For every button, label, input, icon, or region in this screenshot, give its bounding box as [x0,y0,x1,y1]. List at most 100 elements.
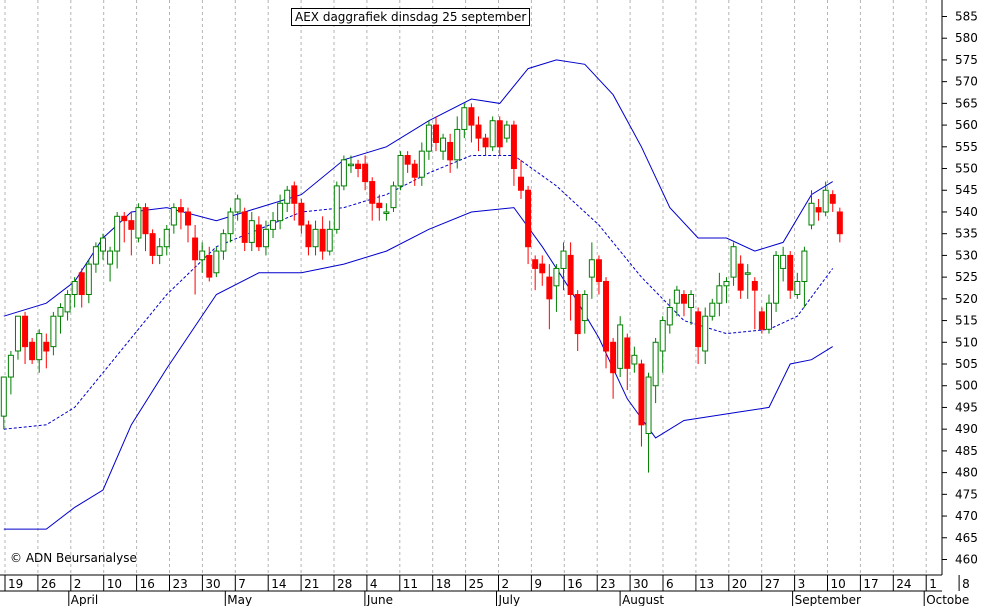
candle [525,185,532,265]
moving-average-line [3,155,834,430]
candle [29,337,36,365]
y-tick-label: 525 [955,270,978,284]
candle [177,198,184,230]
x-tick-label: 10 [107,577,122,591]
candle [624,333,631,391]
candle [709,298,716,321]
candle [298,198,305,234]
y-tick-label: 480 [955,466,978,480]
candle [369,177,376,221]
plot-frame [0,0,943,592]
candle [227,207,234,243]
y-tick-label: 585 [955,9,978,23]
candle [645,372,652,473]
candle [149,229,156,265]
candle [121,211,128,243]
chart-title: AEX daggrafiek dinsdag 25 september [291,8,531,26]
candle [815,198,822,221]
candle [107,246,114,282]
x-tick-label: 4 [370,577,378,591]
candle [546,264,553,330]
y-axis: 460 465 470 475 480 485 490 495 500 505 510 515 520 5… [942,9,978,566]
y-tick-label: 580 [955,31,978,45]
candle [447,133,454,173]
x-tick-label: 10 [831,577,846,591]
candle [57,303,64,334]
candle [532,255,539,291]
candle [114,211,121,269]
x-tick-label: 11 [403,577,418,591]
candle [241,207,248,252]
y-tick-label: 465 [955,531,978,545]
bollinger-bands [3,59,834,530]
y-tick-label: 550 [955,162,978,176]
candle [794,272,801,299]
candle [185,207,192,243]
candle [7,350,14,395]
candle [397,151,404,191]
candle [751,277,758,330]
candle [383,203,390,221]
month-label: May [227,593,252,606]
candle [404,151,411,173]
x-tick-label: 19 [8,577,23,591]
candle [822,181,829,217]
month-label: July [498,593,521,606]
candle [440,133,447,160]
candle [730,242,737,286]
y-tick-label: 485 [955,444,978,458]
upper-band-line [3,59,833,317]
y-tick-label: 545 [955,183,978,197]
x-tick-label: 30 [633,577,648,591]
y-tick-label: 535 [955,227,978,241]
candle [305,220,312,256]
credit-label: © ADN Beursanalyse [10,551,137,565]
candle [255,216,262,252]
x-tick-label: 28 [337,577,352,591]
candle [22,311,29,365]
y-tick-label: 520 [955,292,978,306]
y-tick-label: 495 [955,400,978,414]
x-tick-label: 23 [173,577,188,591]
candle [482,133,489,156]
y-tick-label: 530 [955,248,978,262]
x-tick-label: 24 [896,577,911,591]
candle [92,242,99,273]
candle [702,307,709,365]
candle [801,246,808,308]
x-tick-label: 21 [304,577,319,591]
candle [461,103,468,139]
lower-band-line [3,207,833,530]
x-tick-label: 16 [140,577,155,591]
candle [192,225,199,295]
candle [206,246,213,282]
candle [468,103,475,143]
candle [234,194,241,221]
candle [50,311,57,356]
candle [43,333,50,369]
y-tick-label: 575 [955,53,978,67]
month-label: August [622,593,664,606]
candle [213,246,220,278]
candle [36,329,43,373]
x-tick-label: 17 [863,577,878,591]
candle [355,159,362,178]
candle [780,246,787,282]
x-tick-label: 27 [765,577,780,591]
candle [85,259,92,304]
candle [347,155,354,173]
x-tick-label: 23 [600,577,615,591]
x-tick-label: 26 [41,577,56,591]
candle [312,220,319,256]
candle [142,203,149,252]
candle [695,307,702,365]
y-tick-label: 510 [955,335,978,349]
candle [156,238,163,265]
candle [78,268,85,308]
y-tick-label: 505 [955,357,978,371]
candle [631,346,638,373]
candle [588,242,595,299]
candle [262,220,269,256]
candle [758,307,765,334]
x-tick-label: 1 [929,577,937,591]
